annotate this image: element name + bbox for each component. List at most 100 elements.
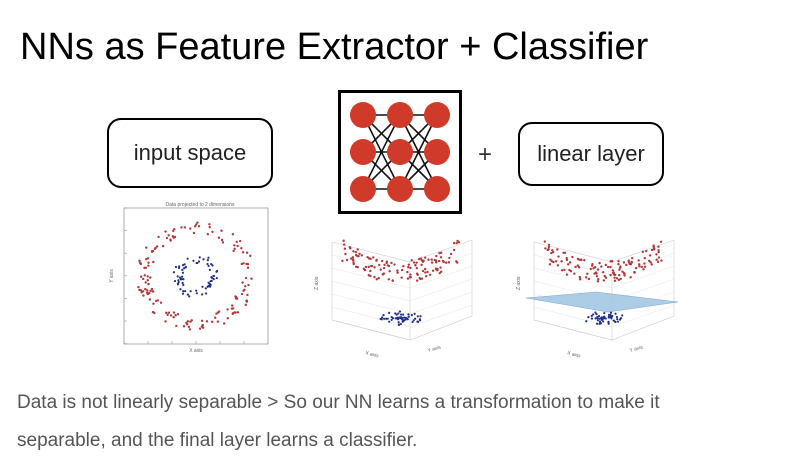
low-point xyxy=(616,320,620,323)
network-node xyxy=(424,102,450,128)
lifted-point xyxy=(350,257,353,260)
outer-ring-point xyxy=(223,322,226,325)
classified-plot-xlabel: X axis xyxy=(566,350,581,359)
inner-cluster-point xyxy=(177,279,180,282)
input-plot-ylabel: Y axis xyxy=(109,269,115,283)
lifted-point xyxy=(578,278,582,281)
lifted-point xyxy=(609,260,612,263)
inner-cluster-point xyxy=(184,290,187,293)
low-point xyxy=(379,317,382,321)
low-point xyxy=(416,315,419,318)
lifted-point xyxy=(596,268,600,271)
lifted-point xyxy=(548,263,552,266)
lifted-point xyxy=(393,263,396,266)
lifted-point xyxy=(385,261,388,265)
network-node xyxy=(387,102,413,128)
low-point xyxy=(410,314,413,317)
outer-ring-point xyxy=(164,230,167,233)
lifted-point xyxy=(352,250,355,253)
low-point xyxy=(383,317,386,320)
low-point xyxy=(388,311,391,314)
lifted-point xyxy=(407,263,411,266)
lifted-point xyxy=(649,261,652,264)
lifted-point xyxy=(423,267,427,271)
lifted-point xyxy=(364,265,368,269)
input-plot-title: Data projected to 2 dimensions xyxy=(166,202,235,208)
lifted-point xyxy=(611,269,615,272)
inner-cluster-point xyxy=(179,288,182,291)
lifted-point xyxy=(358,252,361,256)
transformed-plot-ylabel: Y axis xyxy=(427,345,442,354)
lifted-point xyxy=(373,275,376,279)
inner-cluster-point xyxy=(215,270,218,273)
outer-ring-point xyxy=(138,259,141,263)
lifted-point xyxy=(423,256,427,259)
outer-ring-point xyxy=(147,282,150,286)
lifted-point xyxy=(546,248,549,252)
low-point xyxy=(418,319,422,322)
lifted-point xyxy=(652,245,655,248)
low-point xyxy=(590,314,593,318)
lifted-point xyxy=(583,259,586,262)
outer-ring-point xyxy=(238,239,242,243)
low-point xyxy=(607,320,610,323)
lifted-point xyxy=(556,248,559,251)
outer-ring-point xyxy=(175,324,178,328)
inner-cluster-point xyxy=(207,281,210,284)
lifted-point xyxy=(622,261,626,264)
lifted-point xyxy=(428,273,432,276)
outer-ring-point xyxy=(250,277,253,280)
lifted-point xyxy=(430,261,434,264)
outer-ring-point xyxy=(234,297,238,300)
lifted-point xyxy=(648,254,652,257)
separating-plane xyxy=(525,291,679,313)
lifted-point xyxy=(600,265,603,268)
lifted-point xyxy=(622,271,626,275)
low-point xyxy=(414,317,417,320)
lifted-point xyxy=(625,263,628,267)
outer-ring-point xyxy=(149,276,152,279)
outer-ring-point xyxy=(198,327,202,330)
lifted-point xyxy=(643,265,647,269)
slide-title: NNs as Feature Extractor + Classifier xyxy=(20,26,649,68)
lifted-point xyxy=(595,275,599,278)
low-point xyxy=(407,315,410,318)
lifted-point xyxy=(367,265,370,269)
lifted-point xyxy=(648,259,651,262)
inner-cluster-point xyxy=(177,266,181,270)
classified-plot-zlabel: Z axis xyxy=(516,276,522,290)
outer-ring-point xyxy=(138,288,141,292)
low-point xyxy=(397,312,400,315)
outer-ring-point xyxy=(230,307,234,310)
transformed-space-plot: X axis Y axis Z axis xyxy=(314,239,473,360)
grid-line xyxy=(611,252,675,276)
outer-ring-point xyxy=(180,226,183,229)
low-point xyxy=(417,320,420,323)
network-node xyxy=(350,139,376,165)
lifted-point xyxy=(556,264,560,267)
low-point xyxy=(603,316,606,319)
transformed-plot-grid xyxy=(331,252,473,328)
lifted-point xyxy=(643,256,646,260)
low-point xyxy=(592,313,595,316)
neural-network-icon xyxy=(338,90,462,214)
lifted-point xyxy=(642,268,645,271)
low-point xyxy=(398,310,402,313)
inner-cluster-point xyxy=(195,289,198,292)
outer-ring-point xyxy=(208,225,211,229)
outer-ring-point xyxy=(231,312,235,315)
lifted-point xyxy=(609,265,612,269)
outer-ring-point xyxy=(182,325,186,328)
outer-ring-point xyxy=(195,223,198,226)
outer-ring-point xyxy=(220,238,224,242)
lifted-point xyxy=(637,259,640,262)
outer-ring-point xyxy=(167,234,170,237)
network-node xyxy=(387,139,413,165)
outer-ring-point xyxy=(172,311,176,314)
inner-cluster-point xyxy=(173,279,177,283)
inner-cluster-point xyxy=(197,260,201,263)
grid-line xyxy=(409,278,473,302)
input-space-box: input space xyxy=(107,118,273,188)
grid-line xyxy=(409,252,473,276)
grid-line xyxy=(409,291,473,315)
